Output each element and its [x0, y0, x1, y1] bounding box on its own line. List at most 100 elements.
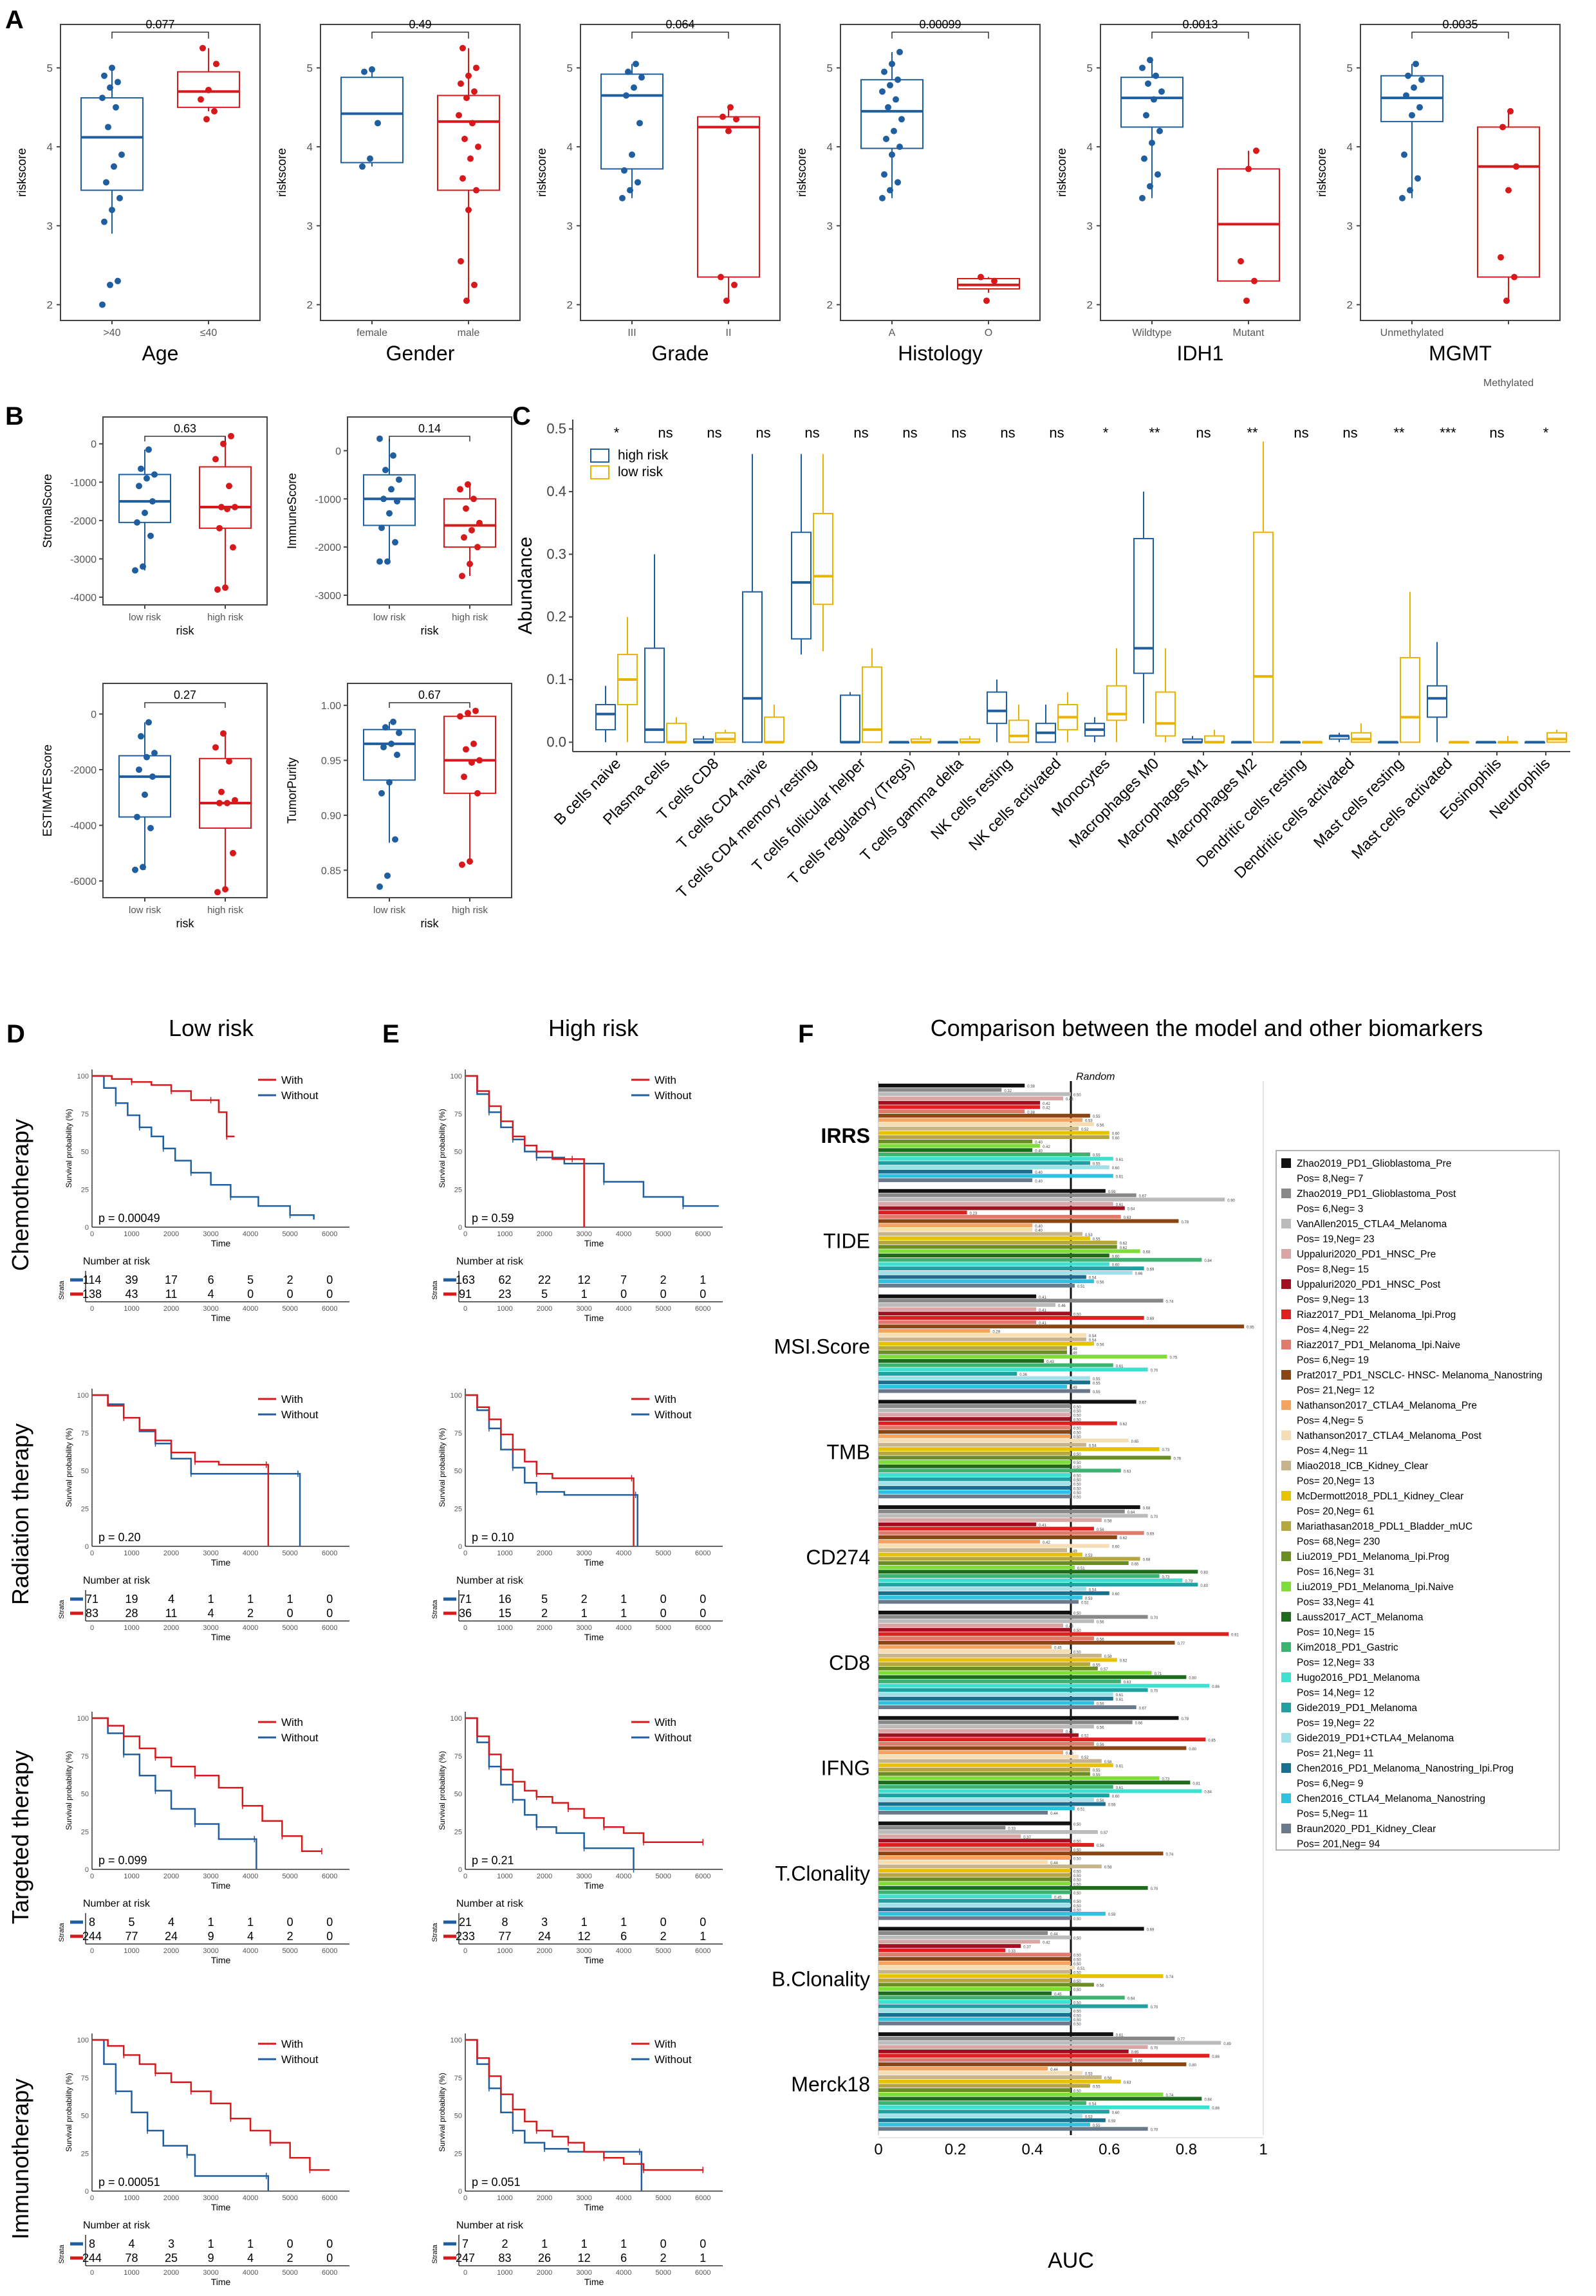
x-tick-label: 2000 [163, 2194, 179, 2202]
legend-with-label: With [281, 1074, 303, 1086]
plot-frame [102, 416, 268, 606]
box-iqr [1133, 537, 1154, 674]
auc-bar [878, 1772, 1090, 1776]
auc-value: 0.75 [1170, 1356, 1178, 1360]
y-tick-label: 3 [1087, 220, 1093, 232]
data-point [232, 797, 238, 804]
data-point [132, 567, 138, 574]
auc-bar [878, 1311, 1071, 1316]
x-axis-label: risk [421, 624, 440, 637]
auc-bar [878, 1851, 1164, 1856]
legend: high risk low risk [590, 448, 669, 479]
plot-estimatescore: -6000 -4000 -2000 0 ESTIMATEScore low risk hig… [41, 683, 268, 930]
auc-value: 0.74 [1166, 2094, 1174, 2098]
risk-x-tick-label: 4000 [616, 1624, 631, 1632]
auc-value: 0.60 [1112, 1546, 1120, 1550]
box-iqr [1253, 532, 1274, 743]
y-tick-label: 100 [77, 1073, 89, 1080]
auc-bar [878, 1376, 1090, 1380]
legend-name: Liu2019_PD1_Melanoma_Ipi.Naive [1297, 1582, 1454, 1593]
legend-name: Gide2019_PD1+CTLA4_Melanoma [1297, 1733, 1454, 1744]
risk-x-tick-label: 6000 [322, 2269, 337, 2277]
data-point [470, 740, 477, 747]
data-point [1143, 112, 1149, 119]
auc-bar [878, 1873, 1071, 1877]
auc-bar [878, 1113, 1090, 1118]
auc-bar [878, 1856, 1071, 1860]
data-point [145, 719, 152, 726]
y-axis-label: riskscore [1315, 148, 1329, 197]
risk-count-red: 77 [499, 1930, 512, 1943]
y-axis-label: ESTIMATEScore [41, 745, 55, 837]
panel-a: A 2 3 4 5 riskscore >40 ≤40 0.077 Age 2 3 4 5 riskscor… [5, 6, 1561, 389]
auc-bar [878, 1877, 1071, 1882]
data-point [1499, 124, 1506, 131]
data-point [625, 68, 631, 75]
auc-value: 0.50 [1073, 1313, 1081, 1317]
x-tick-label: 1000 [124, 1550, 139, 1557]
auc-value: 0.57 [1100, 1668, 1108, 1672]
box-iqr [600, 73, 663, 170]
legend-count: Pos= 6,Neg= 3 [1297, 1204, 1363, 1215]
risk-count-red: 28 [125, 1607, 138, 1620]
auc-value: 0.68 [1143, 1251, 1151, 1255]
data-point [463, 746, 469, 753]
y-tick-label: 50 [81, 1791, 89, 1799]
legend-box [1276, 1150, 1560, 1851]
auc-value: 0.42 [1043, 1941, 1050, 1945]
x-tick-label: low risk [373, 612, 406, 623]
survival-curve-blue [465, 1717, 635, 1869]
data-point [474, 790, 481, 797]
box-iqr [697, 116, 760, 278]
box-iqr [199, 466, 252, 529]
data-point [132, 866, 138, 873]
auc-value: 0.84 [1204, 2098, 1212, 2102]
auc-value: 0.40 [1035, 1229, 1043, 1233]
significance-label: ns [804, 425, 819, 441]
risk-count-red: 244 [82, 1930, 102, 1943]
risk-x-tick-label: 3000 [576, 1947, 591, 1955]
auc-value: 0.74 [1166, 1976, 1174, 1979]
x-tick-label: 0 [463, 1550, 467, 1557]
risk-x-tick-label: 3000 [576, 1624, 591, 1632]
risk-x-tick-label: 5000 [655, 1624, 671, 1632]
data-point [465, 72, 472, 79]
box-iqr [860, 79, 923, 149]
risk-count-blue: 1 [247, 2237, 254, 2250]
data-point [198, 96, 204, 103]
risk-x-tick-label: 0 [90, 1624, 94, 1632]
risk-count-blue: 1 [247, 1916, 254, 1929]
risk-count-blue: 62 [499, 1273, 512, 1286]
auc-bar [878, 1688, 1148, 1692]
auc-value: 0.56 [1097, 1703, 1104, 1707]
risk-count-blue: 8 [89, 2237, 95, 2250]
panel-f: F Comparison between the model and other … [772, 1015, 1560, 2273]
p-value: p = 0.21 [472, 1854, 514, 1867]
auc-bar [878, 1505, 1140, 1510]
plot-title: Gender [386, 342, 455, 365]
risk-count-red: 11 [165, 1607, 178, 1620]
data-point [887, 187, 893, 194]
p-value: 0.14 [418, 422, 441, 435]
x-tick-label: 2000 [537, 1230, 552, 1238]
auc-bar [878, 1109, 1025, 1114]
auc-value: 0.50 [1073, 2089, 1081, 2093]
auc-value: 0.55 [1093, 1769, 1100, 1773]
auc-value: 0.63 [1124, 1216, 1131, 1220]
data-point [469, 526, 475, 533]
p-value: p = 0.20 [98, 1531, 141, 1544]
auc-value: 0.44 [1050, 1812, 1058, 1816]
auc-value: 0.40 [1035, 1225, 1043, 1228]
legend-count: Pos= 5,Neg= 11 [1297, 1809, 1368, 1820]
x-tick-label: 1000 [124, 1230, 139, 1238]
x-axis-label: Time [584, 1557, 604, 1568]
auc-bar [878, 1494, 1071, 1499]
risk-x-tick-label: 4000 [616, 1947, 631, 1955]
auc-bar [878, 1526, 1094, 1531]
risk-count-red: 11 [165, 1288, 178, 1301]
risk-x-tick-label: 0 [463, 2269, 467, 2277]
data-point [1253, 147, 1259, 154]
auc-bar [878, 1219, 1179, 1223]
x-tick-label: 3000 [203, 1873, 218, 1880]
